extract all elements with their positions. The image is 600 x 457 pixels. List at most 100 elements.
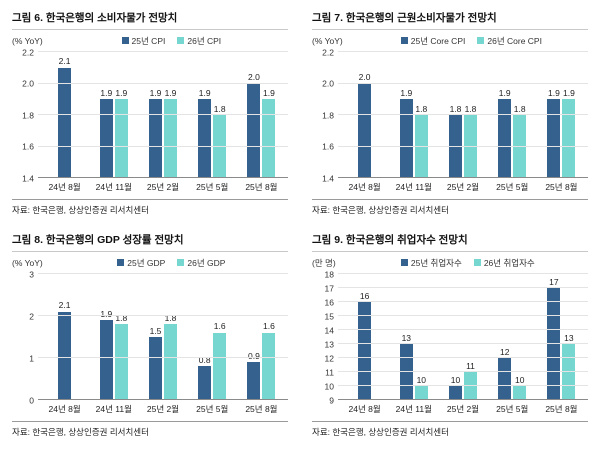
y-axis: 1.4 1.6 1.8 2.0 2.2 — [312, 48, 338, 182]
legend-swatch — [477, 37, 485, 44]
gridline — [338, 114, 588, 115]
figure-title: 그림 9. 한국은행의 취업자수 전망치 — [312, 232, 588, 252]
bar-groups: 2.0 1.9 1.8 1.8 1.8 1.9 1.8 1.9 1.9 — [338, 52, 588, 178]
plot-area: 2.1 1.9 1.8 1.5 1.8 0.8 1.6 0.9 1.6 — [38, 273, 288, 400]
chart-body: 9 10 11 12 13 14 15 16 17 18 16 13 10 10 11 12 10 17 13 — [312, 270, 588, 404]
legend-item: 25년 CPI — [121, 35, 165, 47]
x-axis-labels: 24년 8월 24년 11월 25년 2월 25년 5월 25년 8월 — [38, 181, 288, 193]
x-axis-line — [38, 399, 288, 400]
bar: 0.9 — [247, 352, 261, 400]
bar-value-label: 1.9 — [198, 87, 211, 98]
source-note: 자료: 한국은행, 상상인증권 리서치센터 — [12, 421, 288, 438]
y-tick-label: 2.0 — [22, 78, 34, 89]
bar-value-label: 1.9 — [149, 87, 162, 98]
bar-group: 2.1 — [40, 52, 89, 178]
chart-body: 1.4 1.6 1.8 2.0 2.2 2.1 1.9 1.9 1.9 1.9 1.9 1.8 2.0… — [12, 48, 288, 182]
bar-value-label: 1.8 — [213, 103, 226, 114]
x-tick-label: 25년 5월 — [196, 182, 229, 192]
y-axis-unit-label: (% YoY) — [12, 35, 43, 46]
legend-label: 26년 CPI — [187, 35, 222, 46]
bar-group: 1.9 1.8 — [389, 52, 438, 178]
bar-group: 10 11 — [438, 274, 487, 400]
plot-area: 2.0 1.9 1.8 1.8 1.8 1.9 1.8 1.9 1.9 — [338, 51, 588, 178]
bar: 17 — [547, 277, 561, 400]
source-note: 자료: 한국은행, 상상인증권 리서치센터 — [312, 421, 588, 438]
gridline — [338, 301, 588, 302]
bar-pair: 13 10 — [399, 274, 428, 400]
x-tick-label: 25년 5월 — [196, 404, 229, 414]
y-tick-label: 16 — [324, 296, 334, 307]
bar: 13 — [399, 333, 413, 400]
figure-employment-forecast: 그림 9. 한국은행의 취업자수 전망치 (만 명) 25년 취업자수 26년 취… — [312, 232, 588, 438]
figure-title: 그림 8. 한국은행의 GDP 성장률 전망치 — [12, 232, 288, 252]
bar-value-label: 13 — [564, 332, 574, 343]
bar-pair: 1.9 1.9 — [149, 52, 177, 178]
y-tick-label: 18 — [324, 268, 334, 279]
chart-header: (만 명) 25년 취업자수 26년 취업자수 — [312, 255, 588, 270]
bar-value-label: 1.8 — [464, 103, 477, 114]
bar: 1.5 — [149, 326, 162, 400]
bar-group: 1.9 1.9 — [89, 52, 138, 178]
bar-chart: (만 명) 25년 취업자수 26년 취업자수 9 10 11 12 13 14 15 16 17… — [312, 255, 588, 415]
x-tick-label: 24년 11월 — [395, 404, 432, 414]
y-tick-label: 3 — [29, 268, 34, 279]
y-tick-label: 10 — [324, 380, 334, 391]
bar-value-label: 1.9 — [562, 87, 575, 98]
legend-label: 25년 GDP — [127, 257, 166, 268]
bar-group: 1.9 1.8 — [488, 52, 537, 178]
bar-pair: 2.1 — [58, 52, 72, 178]
legend-item: 25년 취업자수 — [400, 257, 462, 269]
gridline — [38, 82, 288, 84]
bar-pair: 1.9 1.9 — [99, 52, 128, 178]
y-axis: 9 10 11 12 13 14 15 16 17 18 — [312, 270, 338, 404]
bar-value-label: 10 — [416, 374, 427, 385]
bar: 1.9 — [547, 89, 561, 178]
legend-label: 25년 취업자수 — [410, 257, 462, 268]
source-note: 자료: 한국은행, 상상인증권 리서치센터 — [312, 199, 588, 216]
bar-value-label: 1.8 — [513, 103, 526, 114]
plot-area: 16 13 10 10 11 12 10 17 13 — [338, 273, 588, 400]
y-tick-label: 15 — [324, 310, 334, 321]
bar-group: 16 — [340, 274, 389, 400]
x-tick-label: 25년 8월 — [245, 182, 278, 192]
legend-item: 26년 GDP — [177, 257, 225, 269]
legend-label: 26년 GDP — [187, 257, 226, 268]
chart-body: 1.4 1.6 1.8 2.0 2.2 2.0 1.9 1.8 1.8 1.8 1.9 1.8 1.9… — [312, 48, 588, 182]
bar: 1.9 — [262, 89, 276, 178]
legend-swatch — [177, 259, 185, 266]
bar-value-label: 12 — [499, 346, 510, 357]
bar-value-label: 17 — [549, 276, 559, 287]
bar-pair: 2.0 — [358, 52, 372, 178]
chart-header: (% YoY) 25년 Core CPI 26년 Core CPI — [312, 33, 588, 48]
bar-value-label: 1.9 — [100, 87, 113, 98]
x-tick-label: 24년 11월 — [95, 182, 132, 192]
legend: 25년 취업자수 26년 취업자수 — [400, 257, 535, 269]
y-tick-label: 9 — [329, 394, 334, 405]
y-axis-unit-label: (% YoY) — [312, 35, 343, 46]
y-axis: 0 1 2 3 — [12, 270, 38, 404]
x-axis-labels: 24년 8월 24년 11월 25년 2월 25년 5월 25년 8월 — [38, 403, 288, 415]
x-tick-label: 25년 2월 — [146, 182, 180, 192]
gridline — [338, 371, 588, 372]
x-tick-label: 24년 11월 — [95, 404, 132, 414]
x-tick-label: 24년 8월 — [48, 182, 81, 192]
bar: 10 — [513, 375, 527, 400]
gridline — [338, 51, 588, 52]
bar-value-label: 11 — [466, 360, 475, 371]
bar-value-label: 1.9 — [498, 87, 511, 98]
gridline — [338, 315, 588, 316]
bar: 1.9 — [498, 89, 512, 178]
figure-cpi-forecast: 그림 6. 한국은행의 소비자물가 전망치 (% YoY) 25년 CPI 26년… — [12, 10, 288, 216]
y-axis: 1.4 1.6 1.8 2.0 2.2 — [12, 48, 38, 182]
bar: 10 — [449, 375, 462, 400]
legend-swatch — [117, 259, 125, 266]
bar-value-label: 1.9 — [262, 87, 275, 98]
legend-swatch — [400, 259, 408, 266]
y-tick-label: 1.4 — [322, 172, 334, 183]
bar-value-label: 2.0 — [247, 72, 260, 82]
bar-pair: 1.9 1.8 — [198, 52, 227, 178]
bar-group: 1.8 1.8 — [438, 52, 487, 178]
bar-group: 13 10 — [389, 274, 438, 400]
bar-group: 0.8 1.6 — [188, 274, 237, 400]
bar-pair: 0.8 1.6 — [198, 274, 227, 400]
